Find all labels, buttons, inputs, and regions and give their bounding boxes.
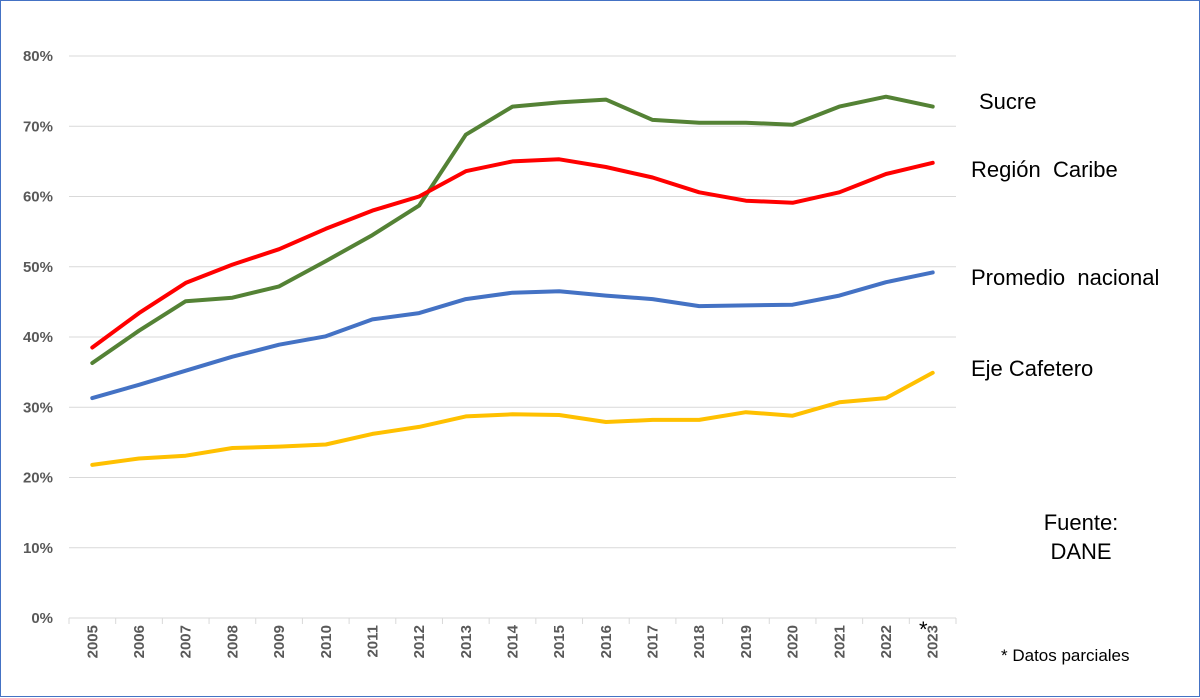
y-tick-label: 70% — [23, 118, 53, 135]
x-tick-label: 2019 — [738, 625, 755, 658]
series-label-region-caribe: Región Caribe — [971, 157, 1118, 182]
x-tick-label: 2013 — [458, 625, 475, 658]
partial-data-note: * Datos parciales — [1001, 646, 1130, 665]
partial-asterisk: * — [919, 617, 928, 642]
x-tick-label: 2011 — [364, 625, 381, 658]
x-tick-label: 2007 — [178, 625, 195, 658]
x-tick-label: 2010 — [318, 625, 335, 658]
series-label-sucre: Sucre — [979, 89, 1036, 114]
x-tick-label: 2023 — [925, 625, 942, 658]
y-tick-label: 30% — [23, 399, 53, 416]
y-tick-label: 10% — [23, 540, 53, 557]
x-tick-label: 2009 — [271, 625, 288, 658]
series-line-2 — [90, 270, 935, 401]
x-tick-label: 2016 — [598, 625, 615, 658]
y-tick-label: 80% — [23, 48, 53, 65]
y-tick-label: 0% — [31, 610, 53, 627]
x-tick-label: 2021 — [831, 625, 848, 658]
x-tick-label: 2015 — [551, 625, 568, 658]
y-tick-label: 40% — [23, 329, 53, 346]
series-label-eje-cafetero: Eje Cafetero — [971, 356, 1093, 381]
y-tick-label: 60% — [23, 189, 53, 206]
x-tick-label: 2008 — [224, 625, 241, 658]
y-tick-label: 20% — [23, 470, 53, 487]
y-tick-label: 50% — [23, 259, 53, 276]
series-label-promedio-nacional: Promedio nacional — [971, 265, 1159, 290]
x-tick-label: 2020 — [785, 625, 802, 658]
x-tick-label: 2005 — [84, 625, 101, 658]
x-tick-label: 2006 — [131, 625, 148, 658]
y-axis-ticks: 0% 10% 20% 30% 40% 50% 60% 70% 80% — [23, 48, 53, 627]
x-tick-label: 2014 — [505, 624, 522, 658]
gridlines — [68, 55, 957, 624]
x-tick-label: 2012 — [411, 625, 428, 658]
series-line-0 — [90, 94, 935, 365]
source-value: DANE — [1050, 539, 1111, 564]
series-line-1 — [90, 157, 935, 350]
x-tick-label: 2018 — [691, 625, 708, 658]
series-lines — [90, 94, 935, 467]
series-line-3 — [90, 370, 935, 467]
x-axis-ticks: 2005 2006 2007 2008 2009 2010 2011 2012 2013 2014… — [84, 624, 941, 658]
x-tick-label: 2022 — [878, 625, 895, 658]
source-label: Fuente: — [1044, 510, 1119, 535]
x-tick-label: 2017 — [645, 625, 662, 658]
